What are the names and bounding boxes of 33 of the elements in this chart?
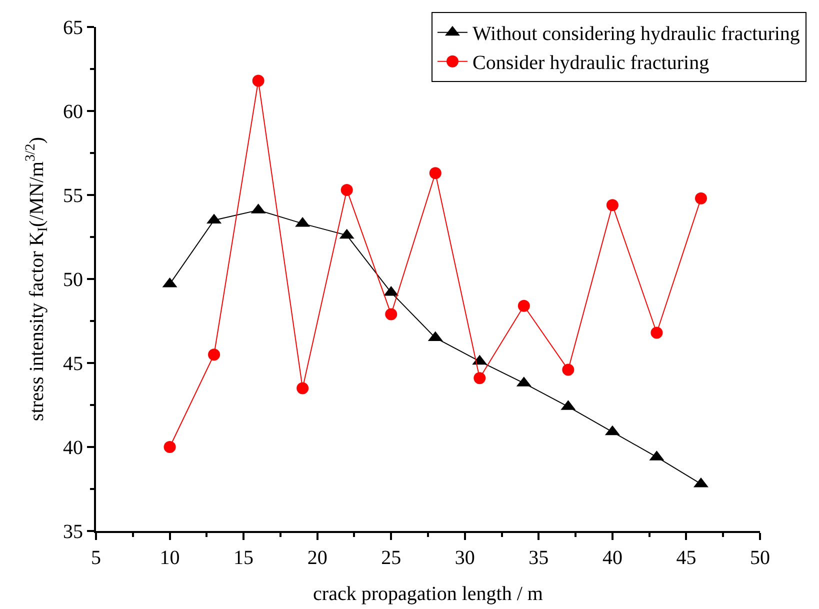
y-tick-label: 65 bbox=[63, 17, 83, 39]
point bbox=[252, 74, 264, 87]
point bbox=[340, 184, 353, 196]
x-tick-label: 45 bbox=[676, 547, 696, 569]
x-tick-label: 40 bbox=[602, 547, 622, 569]
y-tick-label: 50 bbox=[63, 269, 83, 291]
point bbox=[650, 326, 663, 339]
point bbox=[429, 167, 442, 180]
point bbox=[164, 441, 176, 453]
y-tick-label: 60 bbox=[63, 101, 83, 123]
point bbox=[474, 372, 486, 384]
point bbox=[518, 300, 530, 312]
point bbox=[296, 382, 309, 394]
y-tick-label: 35 bbox=[63, 521, 83, 543]
x-tick-label: 35 bbox=[528, 547, 549, 569]
x-tick-label: 25 bbox=[381, 547, 402, 569]
x-axis-title: crack propagation length / m bbox=[313, 583, 544, 605]
point bbox=[562, 364, 574, 376]
point bbox=[606, 199, 618, 212]
y-tick-label: 45 bbox=[63, 353, 83, 375]
y-tick-label: 55 bbox=[63, 185, 83, 207]
legend-label: Consider hydraulic fracturing bbox=[472, 52, 710, 74]
y-tick-label: 40 bbox=[63, 437, 83, 459]
x-tick-label: 15 bbox=[234, 547, 254, 569]
point bbox=[385, 308, 398, 320]
point bbox=[208, 348, 220, 361]
x-tick-label: 50 bbox=[750, 547, 770, 569]
x-tick-label: 20 bbox=[307, 547, 328, 569]
x-tick-label: 30 bbox=[454, 547, 475, 569]
x-tick-label: 5 bbox=[91, 547, 101, 569]
legend-label: Without considering hydraulic fracturing bbox=[472, 23, 800, 46]
point bbox=[694, 192, 707, 204]
x-tick-label: 10 bbox=[160, 547, 180, 569]
